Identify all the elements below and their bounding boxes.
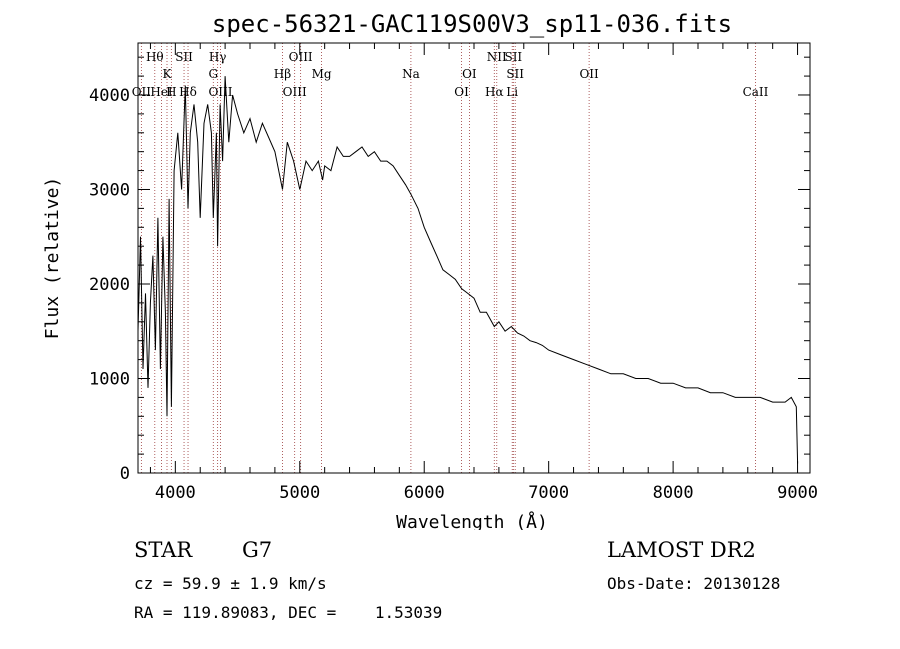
x-tick-label: 6000 (404, 483, 445, 503)
chart-title: spec-56321-GAC119S00V3_sp11-036.fits (212, 10, 732, 38)
line-label: G (208, 67, 218, 81)
object-class: STAR (134, 538, 193, 562)
line-label: Hθ (146, 50, 164, 64)
x-axis-ticks: 4000 5000 6000 7000 8000 9000 (149, 43, 818, 503)
line-label: Hγ (209, 50, 227, 64)
y-tick-label: 0 (120, 464, 130, 484)
line-label: HeI (150, 85, 173, 99)
x-tick-label: 8000 (653, 483, 694, 503)
line-label: OIII (289, 50, 313, 64)
spectrum-line (137, 76, 799, 464)
object-subclass: G7 (242, 538, 273, 562)
line-label: SII (175, 50, 193, 64)
line-label: OII (579, 67, 599, 81)
x-axis-label: Wavelength (Å) (396, 511, 548, 530)
coordinates: RA = 119.89083, DEC = 1.53039 (134, 603, 443, 622)
spectrum-chart: spec-56321-GAC119S00V3_sp11-036.fits OII… (42, 10, 818, 530)
line-label: Hα (485, 85, 504, 99)
x-tick-label: 4000 (155, 483, 196, 503)
line-label: OIII (283, 85, 307, 99)
line-label: Li (506, 85, 518, 99)
emission-line-markers (140, 43, 756, 473)
obs-date: Obs-Date: 20130128 (607, 574, 781, 593)
emission-line-labels: OII Hθ HeI KH SII Hδ G Hγ OIII Hβ OIII OIII Mg Na OI OI… (132, 50, 769, 99)
line-label: SII (504, 50, 522, 64)
line-label: Hδ (179, 85, 197, 99)
redshift-readout: cz = 59.9 ± 1.9 km/s (134, 574, 327, 593)
x-tick-label: 7000 (528, 483, 569, 503)
line-label: OIII (208, 85, 232, 99)
y-tick-label: 4000 (89, 86, 130, 106)
line-label: OII (132, 85, 152, 99)
x-tick-label: 9000 (777, 483, 818, 503)
y-axis-ticks: 0 1000 2000 3000 4000 (89, 56, 810, 484)
line-label: K (163, 67, 173, 81)
line-label: Mg (312, 67, 332, 81)
line-label: OI (462, 67, 477, 81)
line-label: NII (487, 50, 507, 64)
y-tick-label: 3000 (89, 180, 130, 200)
line-label: H (166, 85, 176, 99)
y-tick-label: 2000 (89, 275, 130, 295)
line-label: Hβ (274, 67, 291, 81)
line-label: Na (402, 67, 420, 81)
line-label: CaII (743, 85, 769, 99)
line-label: SII (506, 67, 524, 81)
line-label: OI (454, 85, 469, 99)
plot-frame (137, 42, 811, 474)
y-axis-label: Flux (relative) (42, 177, 63, 340)
y-tick-label: 1000 (89, 369, 130, 389)
survey-name: LAMOST DR2 (607, 538, 756, 562)
x-tick-label: 5000 (279, 483, 320, 503)
